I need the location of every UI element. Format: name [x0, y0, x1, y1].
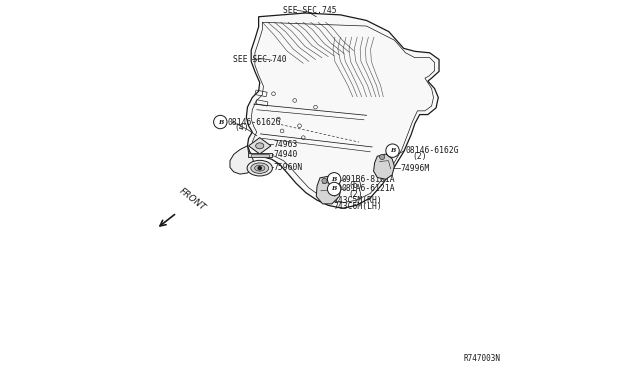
Polygon shape [374, 154, 394, 179]
Text: SEE SEC.745: SEE SEC.745 [283, 6, 337, 15]
Circle shape [386, 144, 399, 157]
Polygon shape [248, 138, 271, 154]
Circle shape [322, 178, 327, 183]
Text: 08146-6162G: 08146-6162G [228, 118, 282, 126]
Text: B: B [332, 186, 337, 192]
Circle shape [257, 166, 262, 170]
Text: (2): (2) [348, 190, 362, 199]
Ellipse shape [247, 160, 273, 176]
Ellipse shape [255, 165, 265, 171]
Text: 75960N: 75960N [273, 163, 302, 172]
Ellipse shape [255, 143, 264, 149]
Polygon shape [246, 13, 439, 208]
Text: R747003N: R747003N [463, 354, 500, 363]
Text: B: B [332, 177, 337, 182]
Polygon shape [251, 154, 269, 157]
Text: 091B6-8161A: 091B6-8161A [341, 175, 395, 184]
Text: (2): (2) [412, 153, 427, 161]
Text: (4): (4) [234, 124, 249, 132]
Text: 08146-6162G: 08146-6162G [406, 146, 459, 155]
Polygon shape [248, 153, 271, 157]
Text: FRONT: FRONT [178, 186, 207, 212]
Text: 74963: 74963 [273, 140, 298, 149]
Circle shape [214, 115, 227, 129]
Text: 743C5M(RH): 743C5M(RH) [333, 196, 382, 205]
Text: B: B [390, 148, 395, 153]
Text: 081A6-6121A: 081A6-6121A [341, 185, 395, 193]
Circle shape [380, 154, 385, 160]
Text: 74996M: 74996M [401, 164, 429, 173]
Polygon shape [316, 176, 341, 204]
Text: 74940: 74940 [273, 150, 298, 159]
Polygon shape [230, 146, 254, 174]
Text: 743C6M(LH): 743C6M(LH) [333, 202, 382, 211]
Text: B: B [218, 119, 223, 125]
Text: SEE SEC.740: SEE SEC.740 [233, 55, 287, 64]
Ellipse shape [251, 163, 269, 173]
Text: (6): (6) [348, 181, 362, 190]
Circle shape [328, 182, 341, 196]
Circle shape [328, 173, 341, 186]
